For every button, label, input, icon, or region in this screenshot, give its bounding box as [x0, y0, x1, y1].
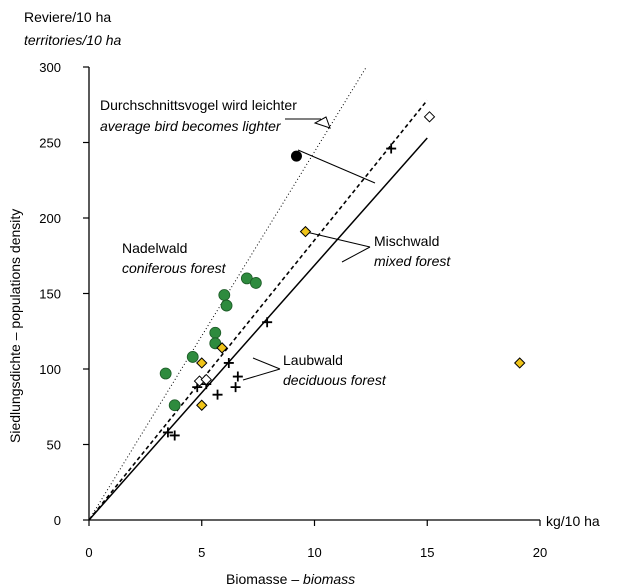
y-tick-label: 300	[39, 60, 61, 75]
point-coniferous	[249, 277, 262, 289]
point-black-circle	[290, 150, 302, 162]
annotation-coniferous-en: coniferous forest	[122, 260, 227, 276]
x-tick-label: 15	[420, 545, 434, 560]
y-tick-label: 250	[39, 136, 61, 151]
data-points	[159, 111, 526, 441]
arrow-head-lighter	[313, 116, 331, 129]
point-mixed	[196, 357, 208, 369]
y-tick-label: 0	[54, 513, 61, 528]
y-ticks: 0 50 100 150 200 250 300	[39, 60, 89, 528]
x-axis-title-de: Biomasse –	[226, 571, 303, 587]
point-mixed-open	[423, 111, 436, 123]
point-coniferous	[209, 326, 222, 339]
point-deciduous	[230, 382, 241, 393]
point-deciduous	[386, 143, 397, 154]
point-coniferous	[168, 399, 181, 412]
point-coniferous	[218, 289, 231, 301]
leader-mixed-1	[301, 230, 371, 248]
point-deciduous	[262, 317, 273, 328]
x-ticks: 0 5 10 15 20	[85, 520, 547, 560]
point-mixed-open	[200, 373, 212, 386]
annotation-deciduous-de: Laubwald	[283, 352, 343, 368]
x-axis-unit: kg/10 ha	[546, 513, 600, 529]
regression-line-dashed	[88, 99, 428, 521]
point-coniferous	[159, 367, 172, 380]
x-axis-title: Biomasse – biomass	[226, 571, 355, 587]
annotation-deciduous-en: deciduous forest	[283, 372, 387, 388]
point-coniferous	[220, 299, 233, 312]
arrow-shaft-lighter	[297, 149, 376, 184]
x-tick-label: 20	[533, 545, 547, 560]
annotation-coniferous-de: Nadelwald	[122, 240, 187, 256]
point-mixed	[513, 357, 526, 369]
regression-line-solid	[88, 137, 428, 521]
reference-lines	[88, 66, 428, 521]
point-deciduous	[232, 371, 243, 382]
leader-deciduous-1	[252, 357, 281, 370]
x-tick-label: 10	[307, 545, 321, 560]
point-deciduous	[212, 389, 223, 400]
y-tick-label: 50	[47, 438, 61, 453]
x-tick-label: 0	[85, 545, 92, 560]
y-tick-label: 200	[39, 211, 61, 226]
y-axis-title-en: territories/10 ha	[24, 32, 121, 48]
point-deciduous	[162, 427, 173, 438]
x-tick-label: 5	[198, 545, 205, 560]
y-axis-side-label: Siedlungsdichte – populations density	[7, 209, 23, 443]
point-deciduous	[223, 357, 234, 368]
x-axis-title-en: biomass	[303, 571, 355, 587]
annotation-lighter-de: Durchschnittsvogel wird leichter	[100, 97, 297, 113]
y-tick-label: 150	[39, 287, 61, 302]
annotation-mixed-en: mixed forest	[374, 253, 451, 269]
annotation-mixed-de: Mischwald	[374, 233, 439, 249]
point-coniferous	[186, 351, 199, 363]
point-deciduous	[169, 430, 180, 441]
point-mixed	[216, 342, 228, 354]
point-coniferous	[209, 337, 222, 350]
y-axis-title: Reviere/10 ha	[24, 9, 111, 25]
leader-mixed-2	[341, 246, 371, 263]
y-tick-label: 100	[39, 362, 61, 377]
leader-lines	[242, 116, 376, 381]
leader-deciduous-2	[242, 368, 281, 381]
point-mixed	[196, 399, 208, 411]
annotation-lighter-en: average bird becomes lighter	[100, 118, 282, 134]
point-mixed	[299, 225, 312, 238]
